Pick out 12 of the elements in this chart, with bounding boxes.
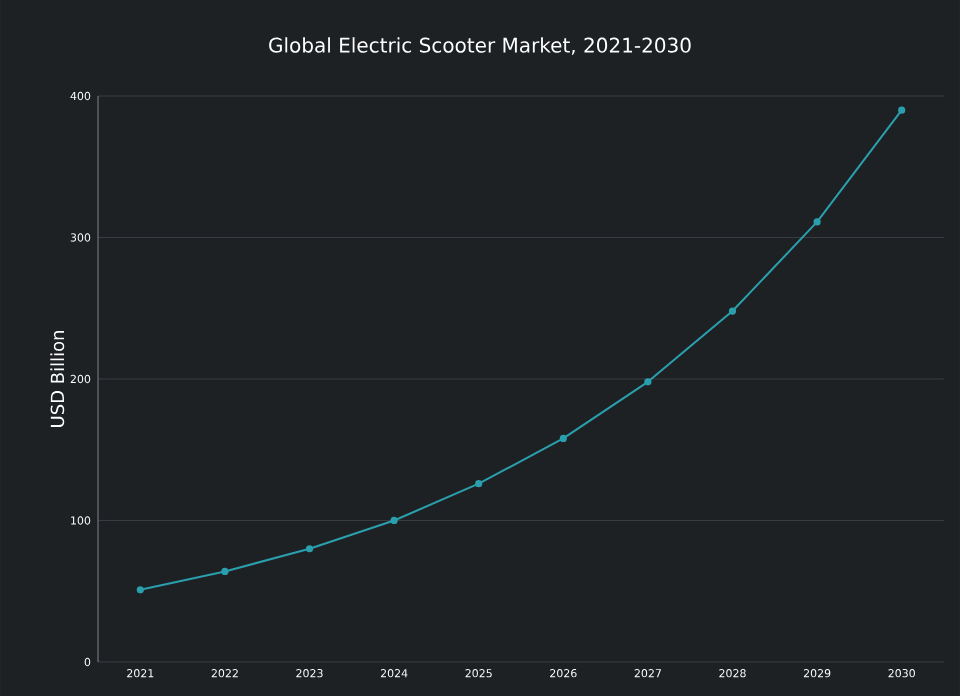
point <box>221 567 229 576</box>
point <box>644 378 652 386</box>
point <box>559 434 567 443</box>
point <box>305 545 314 553</box>
point <box>813 218 821 226</box>
y-axis-title: USD Billion <box>50 331 65 427</box>
point <box>475 480 483 488</box>
chart-title: Global Electric Scooter Market, 2021-2030 <box>269 37 691 55</box>
point <box>898 106 906 114</box>
point <box>390 516 398 525</box>
point <box>728 307 737 315</box>
point <box>136 586 144 594</box>
